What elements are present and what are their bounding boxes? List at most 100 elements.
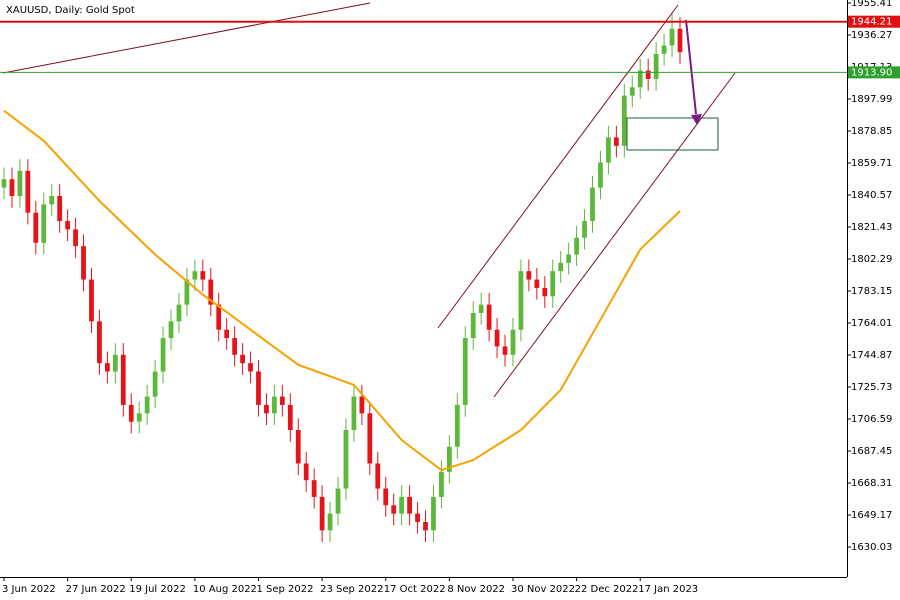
candle-body	[558, 262, 564, 272]
x-tick-label: 30 Nov 2022	[511, 584, 575, 595]
candle-body	[399, 496, 405, 514]
candle-body	[606, 137, 611, 163]
candle-body	[462, 338, 468, 405]
candle-body	[152, 371, 158, 397]
candle-body	[375, 463, 381, 489]
candle-body	[486, 304, 492, 330]
plot-area	[1, 13, 683, 543]
candle-body	[176, 304, 182, 322]
candle-body	[510, 329, 516, 355]
candle-body	[112, 354, 118, 372]
candle-body	[335, 488, 341, 514]
candle-body	[33, 212, 39, 243]
candle-body	[494, 329, 500, 347]
y-tick-label: 1630.03	[851, 542, 892, 553]
candle-body	[383, 488, 389, 506]
candle-body	[295, 430, 301, 464]
candle-body	[168, 321, 174, 339]
candle-body	[272, 396, 277, 414]
candle-body	[391, 505, 397, 514]
candle-body	[49, 195, 55, 205]
y-tick-label: 1649.17	[851, 510, 892, 521]
candle-body	[526, 271, 532, 280]
candle-body	[502, 346, 508, 355]
y-tick-label: 1897.99	[851, 94, 892, 105]
candle-body	[454, 404, 460, 447]
chart-title: XAUUSD, Daily: Gold Spot	[6, 5, 135, 16]
candle-body	[232, 338, 238, 355]
candle-body	[57, 195, 63, 222]
y-tick-label: 1821.43	[851, 222, 892, 233]
candle-body	[518, 271, 524, 330]
candle-body	[17, 170, 23, 196]
y-tick-label: 1840.57	[851, 190, 892, 201]
candle-body	[25, 170, 31, 213]
channel-upper	[437, 4, 679, 329]
candle-body	[582, 221, 587, 238]
candle-body	[439, 471, 444, 497]
y-tick-label: 1859.71	[851, 158, 892, 169]
candle-body	[65, 221, 71, 230]
candle-body	[574, 237, 579, 255]
y-tick-label: 1764.01	[851, 318, 892, 329]
candle-body	[105, 363, 110, 372]
x-tick-label: 19 Jul 2022	[129, 584, 186, 595]
candle-body	[216, 304, 222, 330]
candle-body	[478, 304, 484, 313]
candle-body	[1, 179, 7, 188]
candle-body	[415, 513, 420, 522]
candle-body	[192, 271, 198, 280]
candle-body	[470, 312, 476, 339]
candle-body	[446, 446, 452, 472]
candle-body	[407, 496, 412, 514]
candle-body	[319, 496, 325, 531]
y-tick-label: 1706.59	[851, 414, 892, 425]
candle-body	[97, 321, 102, 364]
y-tick-label: 1744.87	[851, 350, 892, 361]
y-tick-label: 1936.27	[851, 30, 892, 41]
price-label: 1944.21	[851, 17, 892, 28]
candle-body	[240, 354, 245, 364]
arrow-head	[691, 114, 702, 125]
trendline	[2, 2, 371, 74]
candle-body	[653, 53, 659, 79]
candle-body	[343, 430, 349, 489]
x-tick-label: 27 Jun 2022	[66, 584, 126, 595]
candle-body	[542, 287, 548, 297]
candle-body	[423, 521, 428, 531]
candle-body	[566, 254, 572, 263]
candle-body	[73, 229, 78, 247]
candle-body	[637, 70, 643, 88]
x-tick-label: 23 Sep 2022	[320, 584, 383, 595]
candle-body	[256, 371, 261, 405]
candle-body	[351, 396, 357, 431]
target-box	[626, 117, 719, 151]
candle-body	[208, 279, 214, 305]
candle-body	[144, 396, 150, 414]
x-tick-label: 1 Sep 2022	[256, 584, 313, 595]
candle-body	[248, 363, 253, 372]
price-label-box	[848, 15, 900, 28]
candle-body	[81, 246, 86, 280]
y-tick-label: 1878.85	[851, 126, 892, 137]
candle-body	[41, 204, 47, 243]
candle-body	[184, 279, 190, 305]
candle-body	[264, 404, 269, 414]
candle-body	[613, 137, 619, 146]
candle-body	[534, 279, 540, 288]
y-tick-label: 1687.45	[851, 446, 892, 457]
candle-body	[160, 338, 166, 372]
channel-lower	[493, 72, 736, 398]
candle-body	[311, 480, 317, 497]
y-tick-label: 1955.41	[851, 0, 892, 9]
candle-body	[136, 413, 142, 422]
candle-body	[9, 179, 15, 196]
candle-body	[359, 396, 365, 414]
price-label-box	[848, 66, 900, 79]
x-tick-label: 8 Nov 2022	[447, 584, 505, 595]
candle-body	[200, 271, 206, 280]
y-tick-label: 1783.15	[851, 286, 892, 297]
x-tick-label: 17 Jan 2023	[638, 584, 698, 595]
